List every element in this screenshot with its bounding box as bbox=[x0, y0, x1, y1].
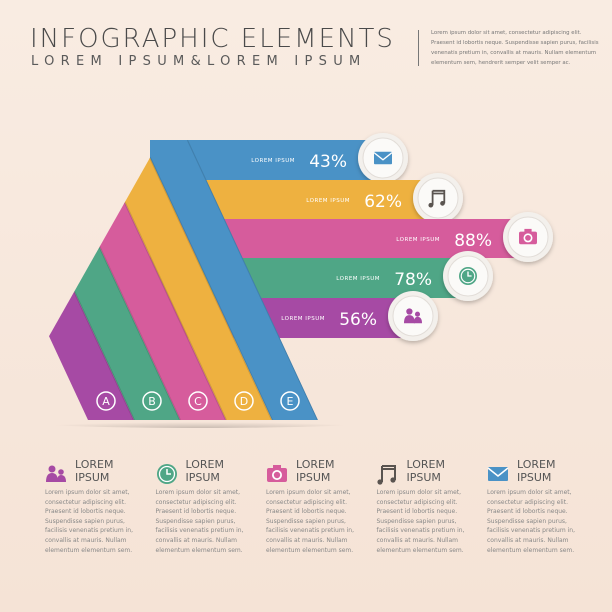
clock-icon bbox=[459, 267, 477, 285]
divider bbox=[418, 30, 419, 66]
stripe-letter: B bbox=[148, 395, 156, 408]
bar-label: LOREM IPSUM bbox=[336, 276, 380, 282]
people-icon bbox=[46, 465, 66, 482]
icon-button[interactable] bbox=[443, 251, 493, 301]
bar-value: 88% bbox=[454, 231, 492, 251]
intro-text: Lorem ipsum dolor sit amet, consectetur … bbox=[431, 30, 599, 66]
page-title: INFOGRAPHIC ELEMENTS bbox=[30, 24, 395, 54]
column-text: Lorem ipsum dolor sit amet, consectetur … bbox=[155, 489, 244, 554]
bar-label: LOREM IPSUM bbox=[281, 316, 325, 322]
people-icon bbox=[404, 308, 422, 324]
bar-value: 43% bbox=[309, 152, 347, 172]
letter-badge bbox=[96, 391, 116, 411]
column-text: Lorem ipsum dolor sit amet, consectetur … bbox=[376, 489, 465, 554]
column-text: Lorem ipsum dolor sit amet, consectetur … bbox=[266, 489, 354, 554]
stripe-letter: D bbox=[240, 395, 248, 408]
stripe-letter: C bbox=[194, 395, 202, 408]
icon-button[interactable] bbox=[358, 133, 408, 183]
bar-label: LOREM IPSUM bbox=[306, 198, 350, 204]
stripe-B bbox=[48, 140, 180, 420]
letter-badge bbox=[142, 391, 162, 411]
column-heading: LOREM IPSUM bbox=[517, 458, 556, 484]
camera-icon bbox=[519, 228, 537, 245]
camera-icon bbox=[267, 465, 287, 482]
page-subtitle: LOREM IPSUM&LOREM IPSUM bbox=[31, 54, 367, 69]
icon-button[interactable] bbox=[388, 291, 438, 341]
mail-icon bbox=[373, 151, 393, 165]
stripe-diagram: LOREM IPSUM 43% LOREM IPSUM 62% LOREM IPSUM 8… bbox=[30, 133, 553, 428]
stripe-A bbox=[48, 140, 134, 420]
column-heading: LOREM IPSUM bbox=[185, 458, 224, 484]
stripe-E bbox=[141, 140, 318, 420]
bar-value: 62% bbox=[364, 192, 402, 212]
letter-badge bbox=[280, 391, 300, 411]
bar-label: LOREM IPSUM bbox=[251, 158, 295, 164]
icon-button[interactable] bbox=[413, 173, 463, 223]
stripe-D bbox=[95, 140, 272, 420]
music-icon bbox=[376, 465, 396, 485]
stripe-letter: E bbox=[287, 395, 294, 408]
music-icon bbox=[428, 189, 446, 208]
bar-value: 56% bbox=[339, 310, 377, 330]
mail-icon bbox=[487, 467, 509, 481]
column-text: Lorem ipsum dolor sit amet, consectetur … bbox=[487, 489, 575, 554]
icon-button[interactable] bbox=[503, 212, 553, 262]
column-heading: LOREM IPSUM bbox=[296, 458, 335, 484]
stripe-letter: A bbox=[102, 395, 110, 408]
letter-badge bbox=[188, 391, 208, 411]
column-heading: LOREM IPSUM bbox=[75, 458, 114, 484]
clock-icon bbox=[156, 464, 177, 484]
column-heading: LOREM IPSUM bbox=[406, 458, 445, 484]
bar-value: 78% bbox=[394, 270, 432, 290]
bar-label: LOREM IPSUM bbox=[396, 237, 440, 243]
column-text: Lorem ipsum dolor sit amet, consectetur … bbox=[45, 489, 133, 554]
letter-badge bbox=[234, 391, 254, 411]
